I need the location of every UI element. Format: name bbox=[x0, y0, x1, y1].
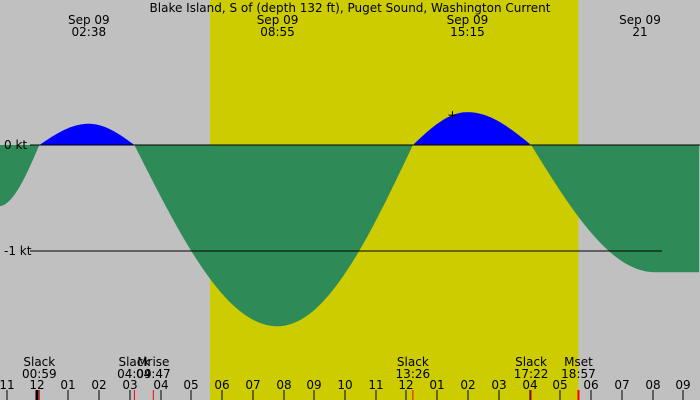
peak-time-label: 02:38 bbox=[72, 25, 107, 39]
peak-date-label: Sep 09 bbox=[68, 13, 110, 27]
hour-tick-label: 03 bbox=[122, 378, 137, 392]
hour-tick-label: 06 bbox=[583, 378, 598, 392]
peak-date-label: Sep 09 bbox=[257, 13, 299, 27]
chart-title: Blake Island, S of (depth 132 ft), Puget… bbox=[150, 1, 551, 15]
hour-tick-label: 08 bbox=[276, 378, 291, 392]
hour-tick-label: 12 bbox=[398, 378, 413, 392]
hour-tick-label: 05 bbox=[183, 378, 198, 392]
hour-tick-label: 04 bbox=[522, 378, 537, 392]
event-time-label: 17:22 bbox=[514, 367, 549, 381]
peak-time-label: 21 bbox=[632, 25, 647, 39]
event-label: Slack bbox=[23, 355, 55, 369]
hour-tick-label: 01 bbox=[429, 378, 444, 392]
crosshair-marker bbox=[448, 111, 457, 120]
hour-tick-label: 08 bbox=[645, 378, 660, 392]
hour-tick-label: 05 bbox=[552, 378, 567, 392]
event-label: Mrise bbox=[137, 355, 169, 369]
hour-tick-label: 02 bbox=[91, 378, 106, 392]
hour-tick-label: 07 bbox=[245, 378, 260, 392]
peak-time-label: 08:55 bbox=[260, 25, 295, 39]
event-time-label: 00:59 bbox=[22, 367, 57, 381]
ebb-area bbox=[135, 145, 413, 327]
y-tick-label: -1 kt bbox=[4, 244, 32, 258]
hour-tick-label: 10 bbox=[337, 378, 352, 392]
peak-date-label: Sep 09 bbox=[619, 13, 661, 27]
peak-date-label: Sep 09 bbox=[447, 13, 489, 27]
event-time-label: 13:26 bbox=[396, 367, 431, 381]
event-time-label: 04:09 bbox=[117, 367, 152, 381]
event-time-label: 04:47 bbox=[136, 367, 171, 381]
hour-tick-label: 09 bbox=[675, 378, 690, 392]
hour-tick-label: 06 bbox=[214, 378, 229, 392]
event-label: Slack bbox=[118, 355, 150, 369]
event-label: Slack bbox=[515, 355, 547, 369]
ebb-area bbox=[531, 145, 700, 273]
peak-time-label: 15:15 bbox=[450, 25, 485, 39]
flood-area bbox=[414, 112, 530, 145]
flood-area bbox=[40, 123, 134, 145]
event-time-label: 18:57 bbox=[561, 367, 596, 381]
hour-tick-label: 12 bbox=[29, 378, 44, 392]
ebb-area bbox=[0, 145, 39, 207]
hour-tick-label: 03 bbox=[491, 378, 506, 392]
y-tick-label: 0 kt bbox=[4, 138, 27, 152]
hour-tick-label: 09 bbox=[306, 378, 321, 392]
hour-tick-label: 02 bbox=[460, 378, 475, 392]
event-label: Mset bbox=[564, 355, 593, 369]
hour-tick-label: 11 bbox=[368, 378, 383, 392]
hour-tick-label: 07 bbox=[614, 378, 629, 392]
hour-tick-label: 01 bbox=[60, 378, 75, 392]
event-label: Slack bbox=[397, 355, 429, 369]
hour-tick-label: 04 bbox=[153, 378, 168, 392]
hour-tick-label: 11 bbox=[0, 378, 15, 392]
